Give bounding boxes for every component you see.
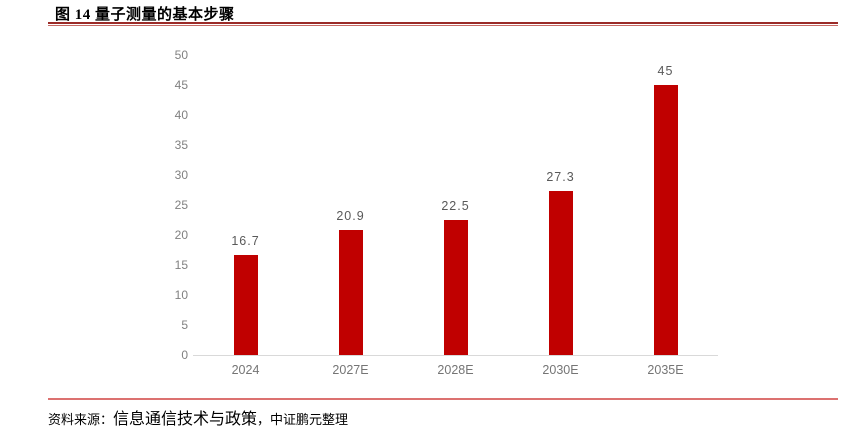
bar-value-label: 20.9	[336, 208, 365, 223]
y-axis-tick-label: 35	[174, 138, 188, 152]
title-rule-light	[48, 25, 838, 26]
bar	[548, 191, 573, 355]
bar	[338, 229, 363, 355]
figure-title: 图 14 量子测量的基本步骤	[55, 7, 235, 23]
bar	[443, 220, 468, 355]
y-axis-tick-label: 50	[174, 48, 188, 62]
bar-value-label: 27.3	[546, 170, 575, 185]
y-axis-tick-label: 15	[174, 258, 188, 272]
y-axis-tick-label: 20	[174, 228, 188, 242]
x-axis-line	[193, 355, 718, 356]
y-axis-tick-label: 25	[174, 198, 188, 212]
bar-value-label: 45	[657, 64, 674, 78]
source-line: 资料来源： 信息通信技术与政策 ，中证鹏元整理	[48, 405, 348, 429]
x-axis-category-label: 2028E	[437, 363, 474, 377]
bar-value-label: 22.5	[441, 199, 470, 213]
source-name: 信息通信技术与政策	[113, 411, 258, 428]
y-axis-tick-label: 10	[174, 288, 188, 302]
y-axis-tick-label: 0	[181, 348, 188, 362]
y-axis-tick-label: 40	[174, 108, 188, 122]
bar	[653, 85, 678, 355]
x-axis-category-label: 2030E	[542, 363, 579, 377]
footer-rule	[48, 398, 838, 400]
x-axis-category-label: 2024	[231, 363, 260, 377]
source-suffix: ，中证鹏元整理	[257, 412, 349, 427]
y-axis-tick-label: 5	[181, 318, 188, 332]
bar	[233, 254, 258, 355]
x-axis-category-label: 2035E	[647, 363, 684, 377]
bar-value-label: 16.7	[231, 233, 260, 248]
y-axis-tick-label: 45	[174, 78, 188, 92]
source-label: 资料来源：	[48, 412, 114, 427]
title-rule-dark	[48, 22, 838, 24]
x-axis-category-label: 2027E	[332, 363, 369, 377]
y-axis-tick-label: 30	[174, 168, 188, 182]
